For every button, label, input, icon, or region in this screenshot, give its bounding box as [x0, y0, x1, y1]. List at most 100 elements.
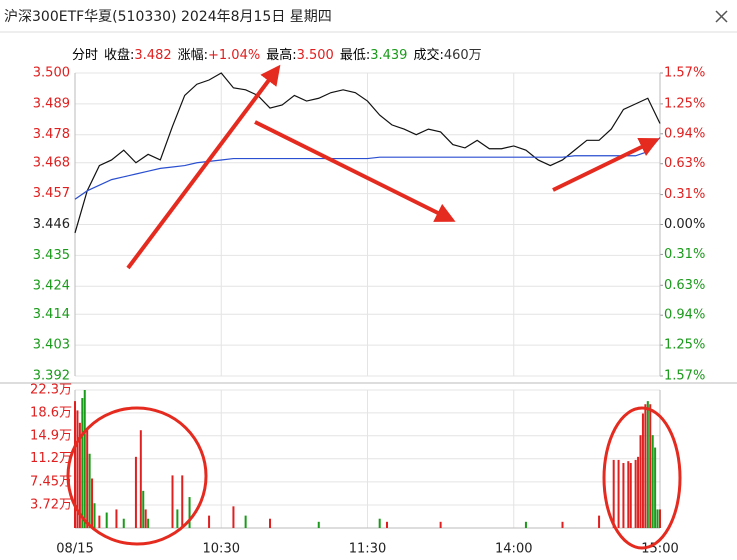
volume-bar: [639, 435, 642, 528]
volume-bar: [188, 497, 191, 528]
highlight-circle: [66, 406, 208, 546]
arrow: [552, 137, 660, 192]
info-label: 涨幅:: [177, 48, 209, 63]
volume-bar: [627, 461, 630, 528]
highlight-circle: [602, 406, 682, 550]
info-label: 最低:: [339, 48, 371, 63]
price-line: [74, 137, 661, 200]
volume-bar: [524, 521, 527, 528]
volume-bar: [86, 428, 89, 528]
info-value: 3.482: [134, 48, 172, 63]
volume-bar: [144, 509, 147, 528]
volume-bar: [122, 518, 125, 528]
info-item: 最低:3.439: [340, 44, 408, 63]
x-tick-label: 11:30: [349, 542, 386, 557]
volume-bar: [598, 515, 601, 528]
plot: 3.500 3.489 3.478 3.468 3.457 3.446 3.435 3.424…: [0, 66, 737, 557]
y-tick-label: 3.457: [33, 186, 70, 201]
info-value: 3.500: [296, 48, 334, 63]
y-tick-label: 18.6万: [30, 405, 72, 420]
volume-bar: [629, 463, 632, 528]
arrow: [254, 120, 456, 222]
volume-bar: [637, 456, 640, 528]
window-title: 沪深300ETF华夏(510330) 2024年8月15日 星期四: [4, 9, 332, 25]
y-tick-label: 3.424: [33, 279, 70, 294]
volume-bar: [76, 410, 79, 528]
y-tick-label: 3.414: [33, 307, 70, 322]
info-value: 460万: [443, 48, 482, 63]
volume-bar: [208, 515, 211, 528]
volume-bar: [561, 521, 564, 528]
arrow: [126, 64, 281, 270]
volume-bar: [83, 390, 86, 528]
price-line: [74, 72, 661, 234]
annotations: [66, 64, 682, 550]
volume-bar: [81, 398, 84, 528]
y2-tick-label: 0.31%: [664, 187, 705, 202]
y2-tick-label: 0.31%: [664, 247, 705, 262]
volume-bar: [115, 509, 118, 528]
y2-tick-label: 0.63%: [664, 156, 705, 171]
volume-bar: [617, 459, 620, 528]
volume-bar: [134, 456, 137, 528]
volume-bar: [176, 509, 179, 528]
info-item: 成交:460万: [413, 44, 481, 63]
info-value: +1.04%: [208, 48, 261, 63]
info-item: 最高:3.500: [266, 44, 334, 63]
volume-bar: [317, 521, 320, 528]
volume-bar: [641, 413, 644, 528]
y-tick-label: 3.468: [33, 155, 70, 170]
y-tick-label: 3.72万: [30, 497, 72, 512]
close-button[interactable]: [715, 10, 728, 23]
volume-bar: [386, 521, 388, 528]
volume-bar: [181, 475, 184, 528]
y2-tick-label: 1.25%: [664, 338, 705, 353]
volume-bar: [142, 490, 145, 528]
volume-bar: [634, 459, 637, 528]
info-label: 成交:: [413, 48, 444, 63]
volume-bar: [656, 509, 659, 528]
info-label: 最高:: [266, 48, 297, 63]
volume-bar: [651, 435, 654, 528]
volume-bar: [622, 463, 625, 528]
volume-bar: [91, 478, 94, 528]
volume-bar: [439, 521, 442, 528]
info-item: 分时: [72, 44, 98, 63]
info-label: 收盘:: [104, 48, 135, 63]
volume-bar: [171, 475, 174, 528]
y-tick-label: 3.489: [33, 96, 70, 111]
y-tick-label: 7.45万: [30, 474, 72, 489]
y2-tick-label: 1.57%: [664, 369, 705, 384]
y2-tick-label: 0.94%: [664, 126, 705, 141]
y2-tick-label: 0.94%: [664, 308, 705, 323]
volume-bar: [654, 447, 657, 528]
volume-bar: [378, 518, 381, 528]
y2-tick-label: 1.25%: [664, 96, 705, 111]
y2-tick-label: 0.63%: [664, 278, 705, 293]
y-tick-label: 3.435: [33, 248, 70, 263]
x-tick-label: 14:00: [495, 542, 532, 557]
quote-info: 分时 收盘:3.482 涨幅:+1.04% 最高:3.500 最低:3.439 成交:46…: [72, 44, 482, 63]
volume-bar: [78, 422, 81, 528]
y-tick-label: 3.446: [33, 217, 70, 232]
info-label: 分时: [72, 48, 99, 63]
volume-bar: [88, 453, 91, 528]
y-tick-label: 3.403: [33, 338, 70, 353]
x-tick-label: 10:30: [203, 542, 240, 557]
volume-bar: [98, 515, 101, 528]
y2-tick-label: 1.57%: [664, 66, 705, 81]
volume-bar: [269, 518, 271, 528]
volume-bar: [139, 430, 142, 528]
info-item: 收盘:3.482: [104, 44, 172, 63]
info-value: 3.439: [370, 48, 408, 63]
volume-bar: [612, 459, 615, 528]
y-tick-label: 11.2万: [30, 451, 72, 466]
volume-bar: [147, 518, 150, 528]
y-tick-label: 22.3万: [30, 383, 72, 398]
y-tick-label: 3.478: [33, 127, 70, 142]
volume-bar: [649, 404, 652, 528]
volume-bar: [74, 401, 76, 528]
x-tick-label: 08/15: [56, 542, 93, 557]
